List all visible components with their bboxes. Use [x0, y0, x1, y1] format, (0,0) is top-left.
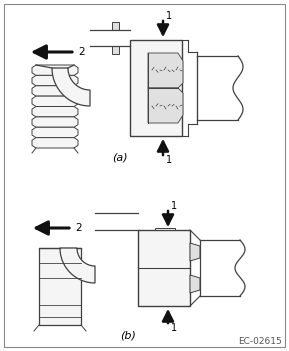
Polygon shape: [32, 127, 78, 138]
Polygon shape: [32, 75, 78, 86]
Text: 1: 1: [166, 155, 172, 165]
Polygon shape: [130, 40, 182, 136]
Polygon shape: [52, 68, 90, 106]
Text: 1: 1: [171, 201, 177, 211]
Polygon shape: [190, 275, 200, 293]
Polygon shape: [60, 248, 95, 283]
Polygon shape: [112, 46, 119, 54]
Text: 2: 2: [75, 223, 81, 233]
Polygon shape: [32, 106, 78, 117]
Polygon shape: [32, 138, 78, 148]
Text: EC-02615: EC-02615: [238, 338, 282, 346]
Polygon shape: [148, 53, 183, 88]
Polygon shape: [32, 96, 78, 106]
Text: (b): (b): [120, 331, 136, 341]
Text: 1: 1: [171, 323, 177, 333]
Polygon shape: [32, 86, 78, 96]
Text: 1: 1: [166, 11, 172, 21]
Polygon shape: [155, 228, 175, 230]
Polygon shape: [138, 230, 190, 306]
Polygon shape: [148, 88, 183, 123]
Polygon shape: [32, 117, 78, 127]
Polygon shape: [39, 248, 81, 325]
Polygon shape: [32, 65, 78, 75]
Text: 2: 2: [78, 47, 85, 57]
Polygon shape: [190, 243, 200, 261]
Text: (a): (a): [112, 153, 128, 163]
Polygon shape: [112, 22, 119, 30]
